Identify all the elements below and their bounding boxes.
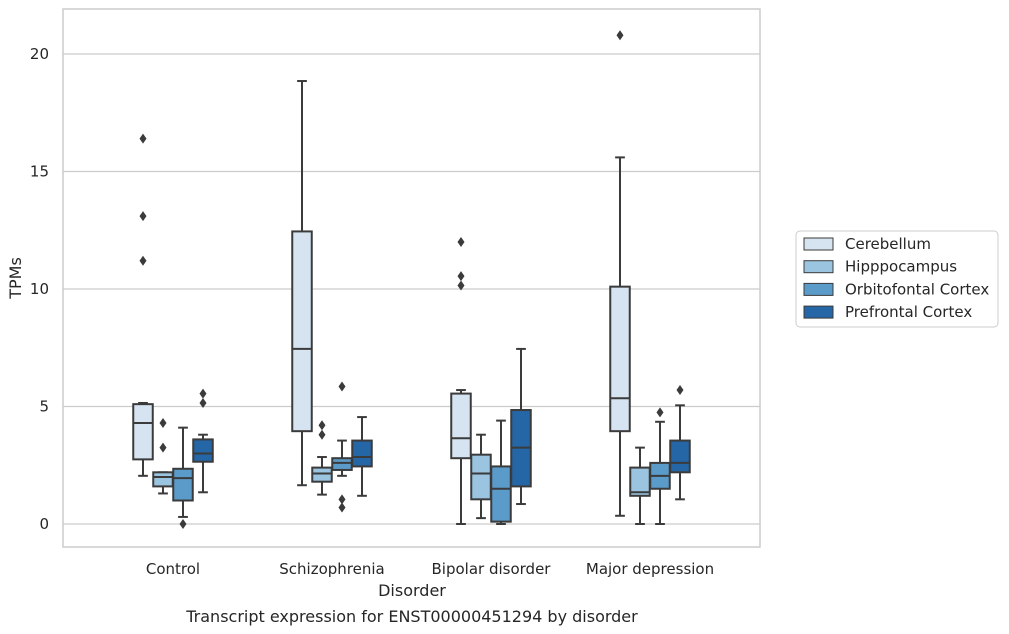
box-prefrontal-cortex-0-iqr xyxy=(192,438,214,463)
box-cerebellum-0-iqr xyxy=(132,403,154,461)
box-orbitofontal-cortex-2-iqr xyxy=(490,465,512,523)
x-tick-label-major-depression: Major depression xyxy=(586,560,714,578)
box-orbitofontal-cortex-3-outlier-0 xyxy=(656,407,664,418)
box-hipppocampus-2-iqr xyxy=(470,453,492,501)
box-hipppocampus-0-outlier-1 xyxy=(159,417,167,428)
y-tick-label-15: 15 xyxy=(30,163,49,181)
box-cerebellum-2-iqr xyxy=(450,392,472,460)
y-tick-label-5: 5 xyxy=(39,398,49,416)
box-orbitofontal-cortex-0-outlier-0 xyxy=(179,519,187,529)
y-tick-labels: 0 5 10 15 20 xyxy=(30,45,49,533)
legend-label-orbitofontal-cortex: Orbitofontal Cortex xyxy=(845,280,989,298)
x-axis-label: Disorder xyxy=(378,581,446,600)
box-cerebellum-0-outlier-2 xyxy=(139,133,147,144)
box-orbitofontal-cortex-1-outlier-2 xyxy=(338,381,346,392)
box-prefrontal-cortex-3-iqr xyxy=(669,439,691,474)
legend-swatch-cerebellum xyxy=(803,237,834,251)
box-hipppocampus-1-outlier-1 xyxy=(318,420,326,431)
box-cerebellum-1-iqr xyxy=(291,230,313,433)
box-hipppocampus-1-outlier-0 xyxy=(318,429,326,440)
box-orbitofontal-cortex-0-iqr xyxy=(172,467,194,502)
box-series xyxy=(132,30,691,529)
box-cerebellum-0-outlier-1 xyxy=(139,211,147,222)
box-prefrontal-cortex-0-outlier-1 xyxy=(199,388,207,399)
box-orbitofontal-cortex-1-outlier-0 xyxy=(338,502,346,513)
box-hipppocampus-1-iqr xyxy=(311,466,333,483)
legend-label-prefrontal-cortex: Prefrontal Cortex xyxy=(845,303,972,321)
y-axis-label: TPMs xyxy=(6,257,25,300)
box-prefrontal-cortex-1-iqr xyxy=(351,439,373,468)
box-hipppocampus-0-iqr xyxy=(152,471,174,488)
box-orbitofontal-cortex-1-outlier-1 xyxy=(338,494,346,505)
box-cerebellum-2-outlier-2 xyxy=(457,237,465,247)
chart-caption: Transcript expression for ENST0000045129… xyxy=(185,607,638,626)
y-tick-label-10: 10 xyxy=(30,280,49,298)
x-tick-label-schizophrenia: Schizophrenia xyxy=(279,560,384,578)
y-tick-label-0: 0 xyxy=(39,515,49,533)
box-cerebellum-3-outlier-0 xyxy=(616,30,624,41)
box-cerebellum-3-iqr xyxy=(609,285,631,433)
legend-swatch-hipppocampus xyxy=(803,260,834,274)
box-orbitofontal-cortex-1-iqr xyxy=(331,457,353,471)
legend-swatch-orbitofontal-cortex xyxy=(803,282,834,296)
box-cerebellum-2-outlier-0 xyxy=(457,280,465,291)
legend-label-hipppocampus: Hipppocampus xyxy=(845,258,957,276)
box-prefrontal-cortex-0-outlier-0 xyxy=(199,397,207,408)
x-tick-label-bipolar-disorder: Bipolar disorder xyxy=(432,560,552,578)
x-tick-label-control: Control xyxy=(146,560,200,578)
legend-frame xyxy=(795,230,999,328)
legend-label-cerebellum: Cerebellum xyxy=(845,235,931,253)
y-tick-label-20: 20 xyxy=(30,45,49,63)
legend-swatch-prefrontal-cortex xyxy=(803,305,834,319)
plot-area xyxy=(62,8,761,548)
box-cerebellum-0-outlier-0 xyxy=(139,255,147,266)
box-hipppocampus-0-outlier-0 xyxy=(159,442,167,453)
box-cerebellum-2-outlier-1 xyxy=(457,271,465,282)
legend: Cerebellum Hipppocampus Orbitofontal Corte… xyxy=(795,230,999,328)
x-tick-labels: Control Schizophrenia Bipolar disorder Majo… xyxy=(146,560,714,578)
box-prefrontal-cortex-3-outlier-0 xyxy=(676,385,684,396)
